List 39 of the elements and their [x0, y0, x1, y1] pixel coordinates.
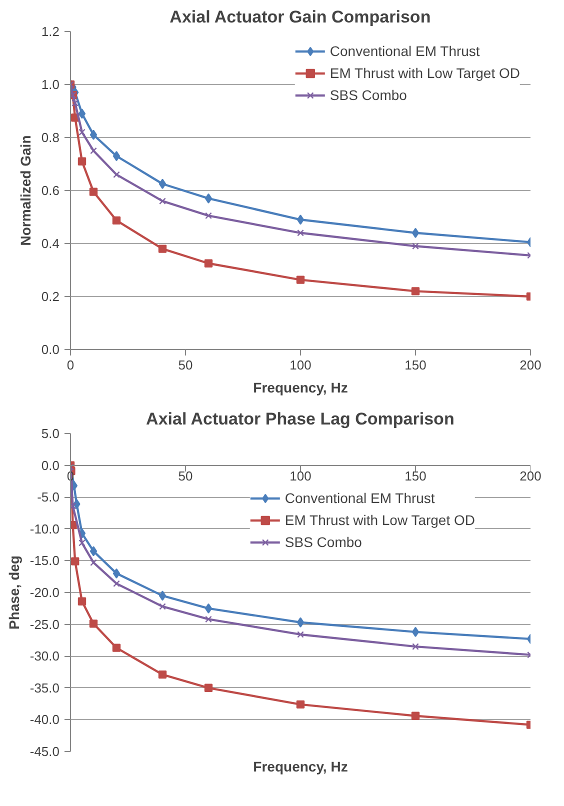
y-axis-title: Normalized Gain — [17, 135, 34, 246]
legend-label: SBS Combo — [284, 534, 362, 550]
legend-label: SBS Combo — [330, 87, 407, 103]
y-tick-label: 0.6 — [41, 183, 60, 198]
x-tick-label: 50 — [178, 358, 193, 372]
y-tick-label: 5.0 — [41, 426, 60, 441]
x-axis-title: Frequency, Hz — [253, 758, 348, 774]
y-tick-label: 0.0 — [41, 458, 60, 473]
y-tick-label: -45.0 — [30, 744, 60, 759]
x-tick-label: 50 — [178, 468, 193, 484]
y-tick-label: 0.4 — [41, 236, 60, 251]
legend-label: Conventional EM Thrust — [330, 43, 480, 59]
y-tick-label: 1.2 — [41, 24, 60, 39]
y-tick-label: -40.0 — [30, 712, 60, 728]
legend-label: EM Thrust with Low Target OD — [284, 512, 475, 528]
x-tick-label: 200 — [520, 358, 542, 372]
y-tick-label: -30.0 — [30, 648, 60, 664]
x-tick-label: 100 — [290, 358, 312, 372]
legend-label: EM Thrust with Low Target OD — [330, 65, 520, 81]
y-tick-label: -25.0 — [30, 616, 60, 632]
y-tick-label: -10.0 — [30, 521, 60, 536]
chart-title: Axial Actuator Phase Lag Comparison — [146, 410, 454, 428]
y-tick-label: 0.2 — [41, 289, 60, 304]
legend-label: Conventional EM Thrust — [284, 490, 435, 506]
y-tick-label: 0.0 — [41, 342, 60, 357]
x-tick-label: 100 — [290, 468, 312, 484]
x-tick-label: 150 — [404, 468, 426, 484]
x-tick-label: 200 — [520, 468, 542, 484]
y-tick-label: -5.0 — [37, 490, 60, 505]
x-tick-label: 150 — [404, 358, 426, 372]
chart-title: Axial Actuator Gain Comparison — [170, 8, 431, 26]
y-tick-label: 0.8 — [41, 130, 60, 145]
y-tick-label: 1.0 — [41, 77, 60, 92]
y-tick-label: -20.0 — [30, 585, 60, 600]
y-axis-title: Phase, deg — [6, 556, 22, 630]
x-tick-label: 0 — [66, 358, 74, 372]
y-tick-label: -15.0 — [30, 553, 60, 568]
x-axis-title: Frequency, Hz — [253, 380, 348, 396]
y-tick-label: -35.0 — [30, 680, 60, 696]
